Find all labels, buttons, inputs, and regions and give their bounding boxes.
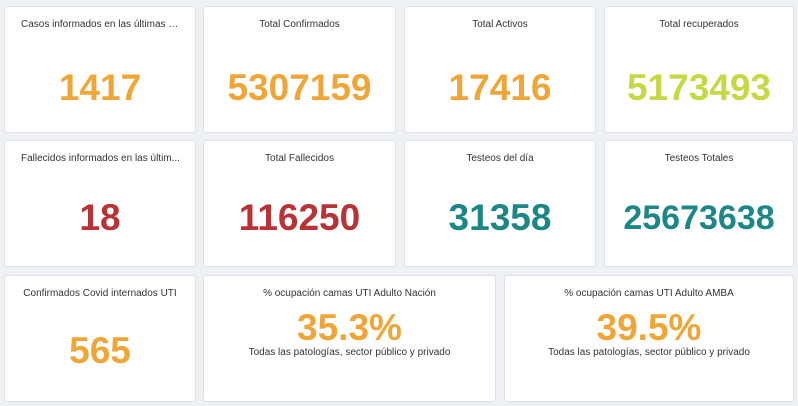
card-total-confirmed[interactable]: Total Confirmados 5307159: [203, 6, 396, 133]
total-active-value: 17416: [448, 67, 552, 108]
icu-confirmed-value: 565: [69, 330, 131, 371]
tests-today-value: 31358: [448, 197, 552, 238]
card-total-active[interactable]: Total Activos 17416: [404, 6, 596, 133]
total-confirmed-value: 5307159: [227, 67, 372, 108]
card-title: Casos informados en las últimas 2...: [21, 19, 181, 30]
card-title: Total Fallecidos: [265, 153, 334, 164]
card-title: Total Confirmados: [259, 19, 340, 30]
card-title: Fallecidos informados en las últim...: [21, 153, 180, 164]
card-total-recovered[interactable]: Total recuperados 5173493: [604, 6, 794, 133]
card-icu-confirmed[interactable]: Confirmados Covid internados UTI 565: [4, 275, 196, 402]
card-title: % ocupación camas UTI Adulto AMBA: [564, 288, 734, 299]
deaths-recent-value: 18: [79, 197, 121, 238]
icu-amba-subtitle: Todas las patologías, sector público y p…: [548, 347, 750, 358]
card-title: Total recuperados: [659, 19, 739, 30]
icu-amba-value: 39.5%: [596, 307, 702, 348]
card-cases-recent[interactable]: Casos informados en las últimas 2... 141…: [4, 6, 196, 133]
card-total-deaths[interactable]: Total Fallecidos 116250: [203, 140, 396, 267]
card-title: Testeos Totales: [664, 153, 734, 164]
card-icu-nation[interactable]: % ocupación camas UTI Adulto Nación 35.3…: [203, 275, 496, 402]
cases-recent-value: 1417: [58, 67, 142, 108]
icu-nation-value: 35.3%: [297, 307, 402, 348]
card-title: Testeos del día: [466, 153, 534, 164]
card-deaths-recent[interactable]: Fallecidos informados en las últim... 18: [4, 140, 196, 267]
card-title: Confirmados Covid internados UTI: [23, 288, 177, 299]
total-recovered-value: 5173493: [626, 67, 772, 108]
tests-total-value: 25673638: [623, 199, 775, 237]
card-icu-amba[interactable]: % ocupación camas UTI Adulto AMBA 39.5% …: [504, 275, 794, 402]
total-deaths-value: 116250: [238, 197, 361, 238]
card-title: % ocupación camas UTI Adulto Nación: [263, 288, 436, 299]
card-tests-today[interactable]: Testeos del día 31358: [404, 140, 596, 267]
card-title: Total Activos: [472, 19, 528, 30]
card-tests-total[interactable]: Testeos Totales 25673638: [604, 140, 794, 267]
icu-nation-subtitle: Todas las patologías, sector público y p…: [248, 347, 451, 358]
